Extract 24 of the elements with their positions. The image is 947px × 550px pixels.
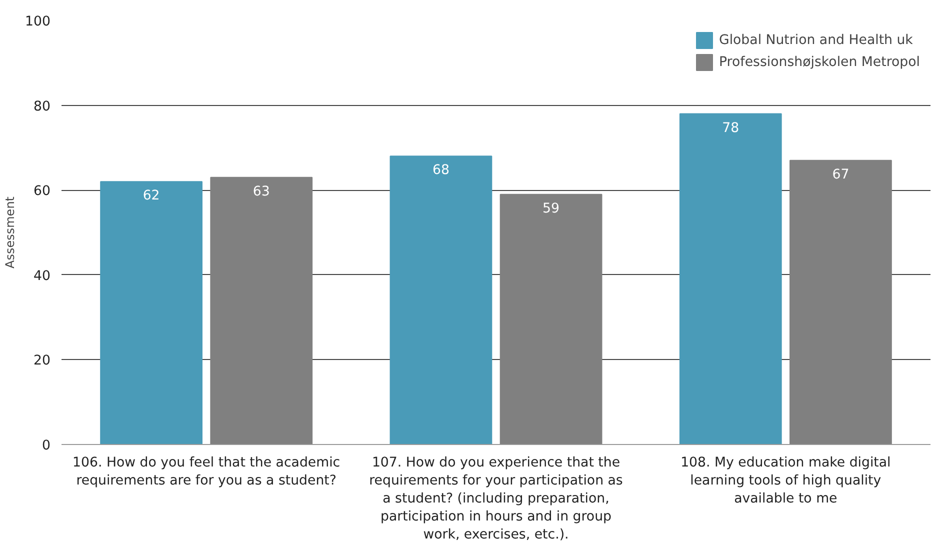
bar — [500, 194, 602, 444]
bar — [390, 156, 492, 444]
data-label: 63 — [252, 184, 270, 200]
y-tick-label: 40 — [34, 268, 51, 284]
x-tick-label: 108. My education make digital learning tools of high quality available to me — [680, 456, 891, 506]
y-tick-label: 80 — [34, 99, 51, 114]
bar — [679, 113, 782, 444]
x-tick-label: 107. How do you experience that the requirements for your participation as a student? (including preparation, participation in hours and in group work, exercises, etc.). — [369, 456, 623, 542]
data-label: 59 — [542, 201, 560, 216]
data-label: 68 — [432, 163, 450, 178]
y-tick-label: 100 — [25, 14, 51, 30]
y-tick-label: 20 — [34, 354, 51, 369]
legend-label: Professionshøjskolen Metropol — [719, 54, 920, 70]
bar — [790, 160, 892, 444]
y-tick-label: 0 — [42, 438, 51, 454]
bar — [210, 176, 313, 444]
data-label: 67 — [832, 167, 850, 182]
y-axis-title: Assessment — [3, 196, 18, 268]
data-label: 78 — [722, 120, 740, 136]
y-tick-label: 60 — [34, 184, 51, 200]
x-tick-label: 106. How do you feel that the academic requirements are for you as a student? — [72, 456, 340, 488]
data-label: 62 — [142, 188, 160, 204]
legend-label: Global Nutrion and Health uk — [719, 32, 913, 48]
bar — [100, 181, 202, 444]
